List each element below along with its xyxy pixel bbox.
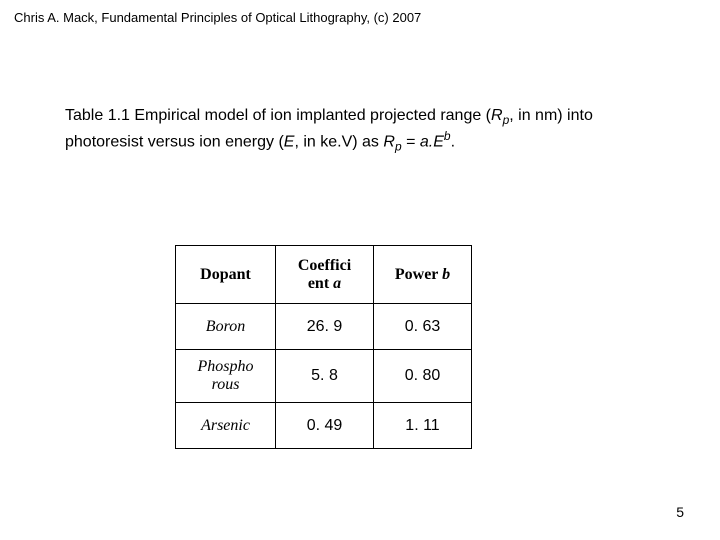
- caption-e: E: [284, 134, 295, 151]
- cell-dopant: Arsenic: [176, 403, 276, 449]
- cell-power: 0. 80: [374, 350, 472, 403]
- coeff-text2: ent: [308, 275, 333, 292]
- cell-power: 1. 11: [374, 403, 472, 449]
- dopant-line1: Phospho: [198, 358, 254, 375]
- data-table: Dopant Coeffici ent a Power b Boron 26. …: [175, 245, 472, 449]
- col-coeff-header: Coeffici ent a: [276, 246, 374, 304]
- caption-end: .: [451, 134, 455, 151]
- page-number: 5: [676, 504, 684, 520]
- col-power-header: Power b: [374, 246, 472, 304]
- table-row: Phospho rous 5. 8 0. 80: [176, 350, 472, 403]
- power-var: b: [442, 266, 450, 283]
- cell-dopant: Boron: [176, 304, 276, 350]
- caption-mid2: , in ke.V) as: [294, 134, 383, 151]
- cell-coeff: 5. 8: [276, 350, 374, 403]
- cell-dopant: Phospho rous: [176, 350, 276, 403]
- data-table-wrap: Dopant Coeffici ent a Power b Boron 26. …: [175, 245, 472, 449]
- caption-a: a.E: [420, 134, 444, 151]
- col-dopant-header: Dopant: [176, 246, 276, 304]
- caption-p2: p: [395, 140, 402, 154]
- coeff-var: a: [333, 275, 341, 292]
- caption-r2: R: [383, 134, 395, 151]
- dopant-line2: rous: [212, 376, 240, 393]
- table-row: Boron 26. 9 0. 63: [176, 304, 472, 350]
- table-caption: Table 1.1 Empirical model of ion implant…: [65, 105, 660, 155]
- power-text: Power: [395, 266, 442, 283]
- source-header: Chris A. Mack, Fundamental Principles of…: [14, 10, 421, 25]
- table-row: Arsenic 0. 49 1. 11: [176, 403, 472, 449]
- table-header-row: Dopant Coeffici ent a Power b: [176, 246, 472, 304]
- caption-text: Table 1.1 Empirical model of ion implant…: [65, 107, 491, 124]
- cell-coeff: 0. 49: [276, 403, 374, 449]
- caption-r: R: [491, 107, 503, 124]
- cell-power: 0. 63: [374, 304, 472, 350]
- cell-coeff: 26. 9: [276, 304, 374, 350]
- caption-eq: =: [402, 134, 420, 151]
- coeff-text1: Coeffici: [298, 257, 351, 274]
- caption-b: b: [444, 129, 451, 143]
